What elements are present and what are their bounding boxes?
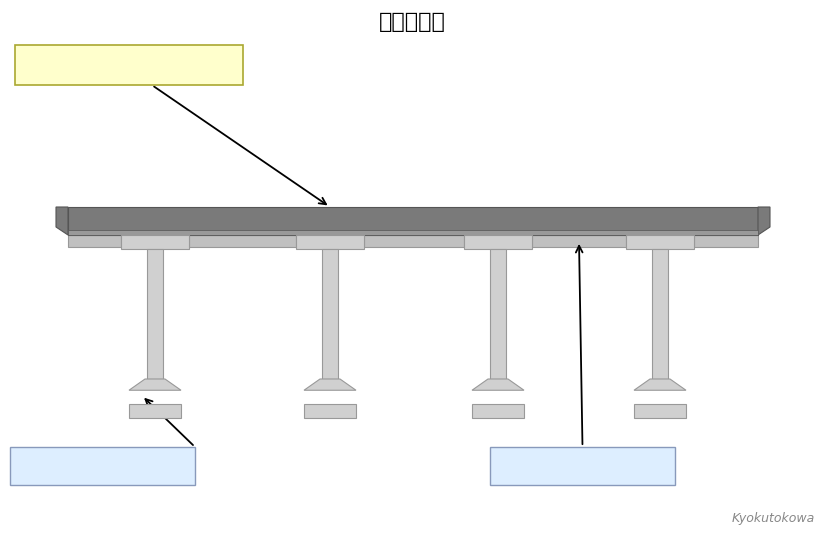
- Polygon shape: [129, 379, 181, 390]
- Text: 床版（現場コンクリート打設）: 床版（現場コンクリート打設）: [65, 57, 193, 72]
- Text: 橋の断面図: 橋の断面図: [378, 12, 446, 32]
- FancyBboxPatch shape: [490, 447, 675, 485]
- Bar: [68, 207, 758, 235]
- Bar: [304, 404, 356, 418]
- Bar: [694, 235, 758, 247]
- Polygon shape: [472, 379, 524, 390]
- Bar: [364, 235, 464, 247]
- Text: Ｐ Ｃ板（工場製品）: Ｐ Ｃ板（工場製品）: [539, 458, 626, 474]
- Bar: [129, 404, 181, 418]
- Bar: [68, 235, 121, 247]
- Bar: [147, 249, 163, 379]
- FancyBboxPatch shape: [15, 45, 243, 85]
- Bar: [490, 249, 506, 379]
- Bar: [532, 235, 626, 247]
- Bar: [68, 230, 758, 235]
- Bar: [189, 235, 296, 247]
- Text: 橋げた（工場製品）: 橋げた（工場製品）: [62, 458, 143, 474]
- Polygon shape: [304, 379, 356, 390]
- Bar: [472, 404, 524, 418]
- Bar: [626, 235, 694, 249]
- Bar: [121, 235, 189, 249]
- Polygon shape: [634, 379, 686, 390]
- Bar: [634, 404, 686, 418]
- Bar: [464, 235, 532, 249]
- Text: Kyokutokowa: Kyokutokowa: [732, 512, 815, 525]
- Bar: [322, 249, 338, 379]
- FancyBboxPatch shape: [10, 447, 195, 485]
- Bar: [652, 249, 668, 379]
- Polygon shape: [56, 207, 68, 235]
- Bar: [296, 235, 364, 249]
- Polygon shape: [758, 207, 770, 235]
